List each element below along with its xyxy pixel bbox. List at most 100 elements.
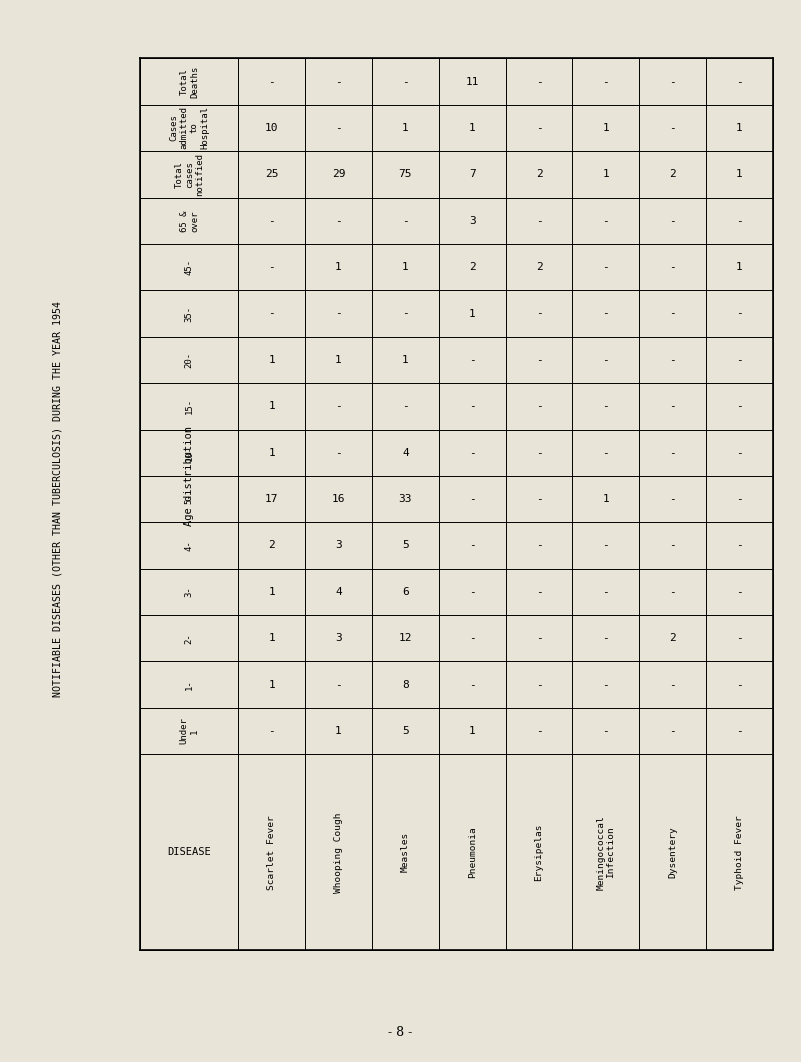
Text: -: - — [602, 262, 610, 272]
Text: -: - — [602, 587, 610, 597]
Text: -: - — [536, 401, 542, 411]
Text: -: - — [736, 309, 743, 319]
Text: -: - — [670, 355, 676, 365]
Text: 2-: 2- — [185, 633, 194, 644]
Text: 2: 2 — [670, 169, 676, 179]
Text: -: - — [736, 401, 743, 411]
Text: -: - — [602, 680, 610, 689]
Text: 6: 6 — [402, 587, 409, 597]
Text: 1: 1 — [736, 262, 743, 272]
Text: 1: 1 — [335, 262, 342, 272]
Text: -: - — [536, 633, 542, 644]
Text: -: - — [602, 726, 610, 736]
Text: 25: 25 — [265, 169, 279, 179]
Text: -: - — [736, 494, 743, 504]
Text: 1: 1 — [402, 355, 409, 365]
Text: -: - — [670, 401, 676, 411]
Text: 1: 1 — [469, 123, 476, 133]
Text: -: - — [670, 448, 676, 458]
Text: -: - — [536, 355, 542, 365]
Text: 1: 1 — [335, 726, 342, 736]
Text: -: - — [469, 587, 476, 597]
Text: -: - — [670, 726, 676, 736]
Text: -: - — [736, 680, 743, 689]
Text: 1: 1 — [268, 633, 275, 644]
Text: 75: 75 — [399, 169, 412, 179]
Text: Pneumonia: Pneumonia — [468, 826, 477, 878]
Text: 1: 1 — [268, 587, 275, 597]
Text: -: - — [469, 448, 476, 458]
Text: -: - — [536, 448, 542, 458]
Text: DISEASE: DISEASE — [167, 847, 211, 857]
Text: -: - — [602, 448, 610, 458]
Text: -: - — [335, 680, 342, 689]
Text: Scarlet Fever: Scarlet Fever — [268, 815, 276, 890]
Text: 5: 5 — [402, 726, 409, 736]
Text: 3: 3 — [335, 541, 342, 550]
Text: -: - — [736, 76, 743, 87]
Text: -: - — [536, 76, 542, 87]
Text: 1: 1 — [602, 123, 610, 133]
Text: -: - — [335, 216, 342, 226]
Text: -: - — [402, 216, 409, 226]
Text: -: - — [536, 587, 542, 597]
Text: -: - — [268, 216, 275, 226]
Text: -: - — [536, 216, 542, 226]
Text: 1: 1 — [268, 355, 275, 365]
Text: -: - — [602, 633, 610, 644]
Text: -: - — [536, 123, 542, 133]
Text: -: - — [670, 216, 676, 226]
Text: -: - — [268, 262, 275, 272]
Text: -: - — [402, 401, 409, 411]
Text: 8: 8 — [402, 680, 409, 689]
Text: -: - — [536, 309, 542, 319]
Text: Erysipelas: Erysipelas — [534, 824, 544, 881]
Text: -: - — [335, 448, 342, 458]
Text: -: - — [536, 541, 542, 550]
Text: -: - — [335, 123, 342, 133]
Text: 7: 7 — [469, 169, 476, 179]
Text: -: - — [268, 76, 275, 87]
Text: -: - — [602, 309, 610, 319]
Text: -: - — [670, 123, 676, 133]
Text: -: - — [402, 309, 409, 319]
Text: 4-: 4- — [185, 541, 194, 551]
Text: -: - — [602, 355, 610, 365]
Text: 3-: 3- — [185, 586, 194, 597]
Text: -: - — [268, 726, 275, 736]
Text: -: - — [402, 76, 409, 87]
Text: 1: 1 — [268, 401, 275, 411]
Text: -: - — [335, 76, 342, 87]
Text: 10: 10 — [265, 123, 279, 133]
Text: -: - — [736, 216, 743, 226]
Text: 1: 1 — [402, 262, 409, 272]
Text: Cases
admitted
to
Hospital: Cases admitted to Hospital — [169, 106, 209, 150]
Text: -: - — [602, 216, 610, 226]
Text: 1: 1 — [736, 123, 743, 133]
Text: -: - — [736, 448, 743, 458]
Text: 20-: 20- — [185, 352, 194, 369]
Text: 17: 17 — [265, 494, 279, 504]
Text: Measles: Measles — [400, 833, 410, 873]
Text: 1: 1 — [268, 448, 275, 458]
Text: 1: 1 — [469, 726, 476, 736]
Text: 1: 1 — [335, 355, 342, 365]
Text: 12: 12 — [399, 633, 412, 644]
Text: -: - — [536, 680, 542, 689]
Text: 35-: 35- — [185, 306, 194, 322]
Text: -: - — [469, 355, 476, 365]
Text: -: - — [335, 309, 342, 319]
Text: 5: 5 — [402, 541, 409, 550]
Text: 10-: 10- — [185, 445, 194, 461]
Text: Meningococcal
Infection: Meningococcal Infection — [596, 815, 616, 890]
Text: Dysentery: Dysentery — [668, 826, 677, 878]
Text: 1: 1 — [268, 680, 275, 689]
Text: 1: 1 — [602, 169, 610, 179]
Text: -: - — [670, 494, 676, 504]
Text: 4: 4 — [402, 448, 409, 458]
Text: -: - — [736, 633, 743, 644]
Text: -: - — [469, 680, 476, 689]
Text: 1: 1 — [602, 494, 610, 504]
Text: -: - — [602, 76, 610, 87]
Text: 1-: 1- — [185, 680, 194, 690]
